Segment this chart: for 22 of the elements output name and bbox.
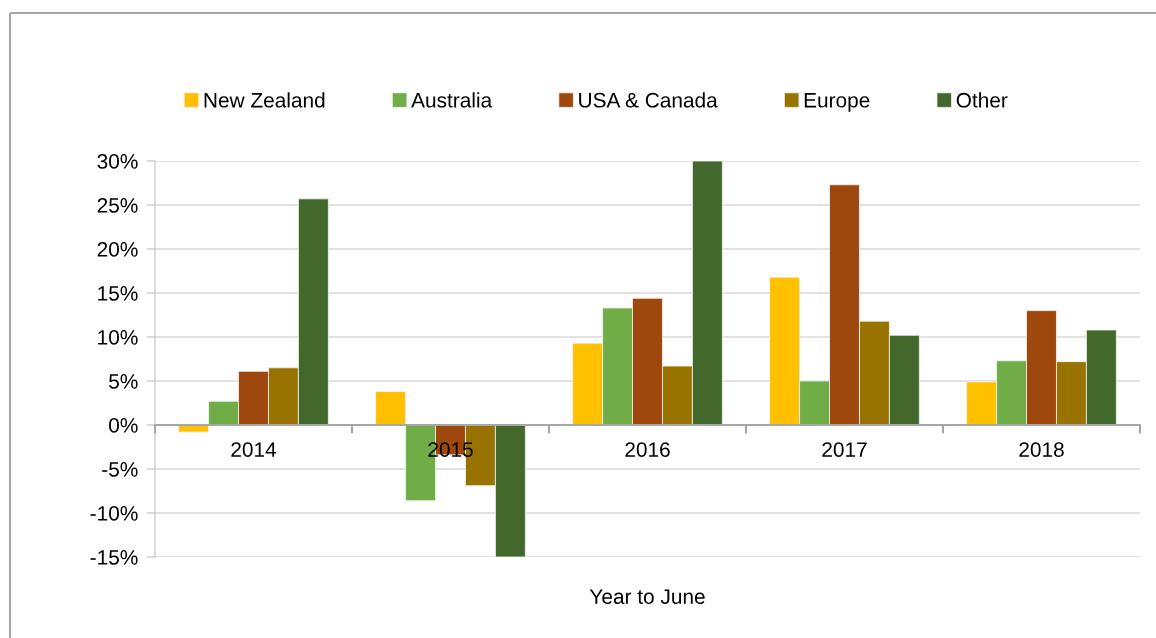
x-axis-title: Year to June [589, 589, 705, 604]
x-tick-label: 2016 [625, 442, 670, 457]
y-tick-label: 15% [98, 286, 138, 301]
y-tick-label: -5% [102, 462, 138, 477]
y-tick-label: -10% [90, 506, 138, 521]
y-tick-label: -15% [90, 550, 138, 565]
legend-label: Australia [411, 92, 493, 108]
y-tick-label: 20% [97, 242, 138, 257]
y-tick-label: 5% [109, 374, 138, 389]
bar [375, 391, 406, 426]
legend-label: New Zealand [204, 92, 325, 108]
x-tick-label: 2017 [822, 442, 867, 457]
x-tick-label: 2014 [231, 442, 277, 457]
y-tick-label: 0% [109, 418, 138, 433]
legend-label: Other [956, 92, 1008, 108]
x-tick-label: 2018 [1019, 442, 1064, 457]
bar [178, 424, 209, 433]
y-tick-label: 25% [97, 198, 138, 213]
legend-label: USA & Canada [579, 92, 718, 108]
legend-label: Europe [804, 93, 870, 112]
y-tick-label: 30% [97, 154, 138, 169]
y-tick-label: 10% [98, 330, 138, 345]
